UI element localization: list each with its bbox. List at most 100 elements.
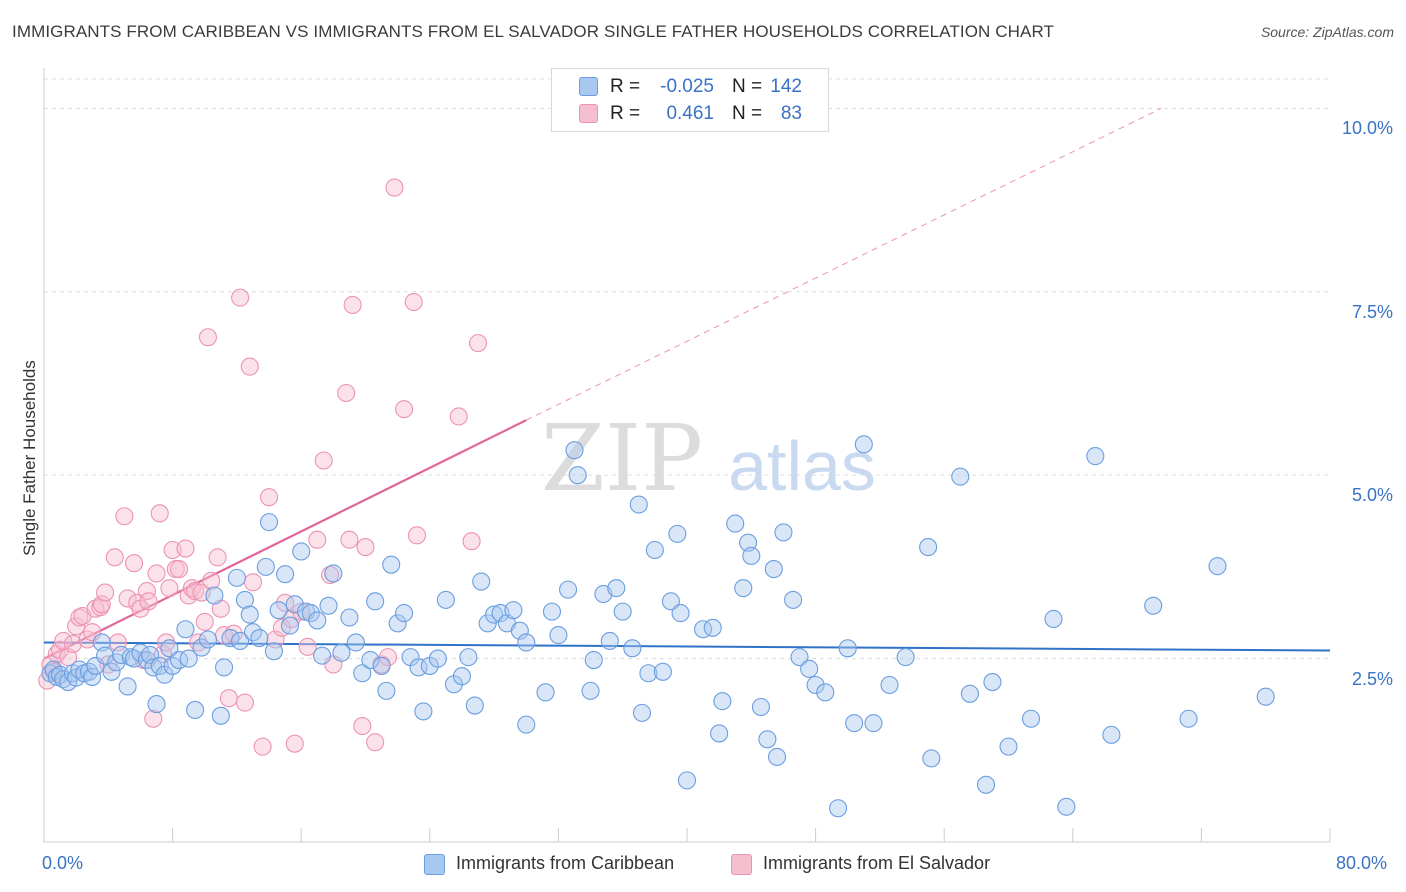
data-point-el-salvador [385, 178, 404, 197]
trend-line-el-salvador-extended [526, 107, 1162, 421]
data-point-caribbean [767, 747, 787, 766]
legend-r-value: -0.025 [660, 76, 714, 97]
data-point-el-salvador [160, 579, 179, 598]
data-point-caribbean [600, 631, 619, 651]
data-point-el-salvador [314, 451, 333, 470]
data-point-caribbean [607, 579, 626, 598]
data-point-caribbean [179, 649, 198, 668]
data-point-caribbean [235, 590, 254, 609]
data-point-caribbean [838, 639, 857, 658]
data-point-caribbean [259, 513, 279, 532]
legend-swatch-pink [731, 854, 752, 875]
data-point-el-salvador [96, 583, 115, 602]
y-tick-label: 2.5% [1351, 668, 1393, 689]
y-tick-label: 10.0% [1341, 118, 1393, 139]
data-point-caribbean [169, 651, 189, 670]
axes [43, 68, 1331, 843]
data-point-caribbean [472, 572, 491, 591]
data-point-el-salvador [462, 532, 481, 551]
data-point-caribbean [751, 697, 770, 717]
x-tick-label-min: 0.0% [42, 853, 84, 873]
data-point-caribbean [668, 524, 687, 543]
data-point-caribbean [645, 540, 664, 560]
y-tick-label: 5.0% [1351, 485, 1393, 506]
data-point-el-salvador [235, 693, 254, 712]
data-point-el-salvador [105, 548, 124, 567]
data-point-caribbean [308, 611, 327, 630]
data-point-el-salvador [395, 400, 414, 419]
data-point-caribbean [632, 703, 652, 722]
y-tick-label: 7.5% [1351, 301, 1393, 322]
data-point-el-salvador [63, 634, 82, 653]
data-point-caribbean [459, 648, 478, 667]
data-point-caribbean [671, 604, 690, 623]
data-point-caribbean [96, 646, 115, 665]
legend-swatch-blue [579, 77, 598, 96]
data-point-caribbean [790, 648, 809, 667]
data-point-caribbean [465, 696, 484, 715]
data-point-caribbean [1102, 725, 1121, 744]
data-point-caribbean [517, 633, 536, 652]
data-point-el-salvador [91, 598, 110, 617]
data-point-el-salvador [147, 564, 166, 583]
series-legend: Immigrants from Caribbean Immigrants fro… [0, 851, 1406, 877]
series-el-salvador [38, 178, 488, 756]
data-point-caribbean [806, 675, 825, 695]
data-point-caribbean [758, 730, 777, 749]
legend-r-label: R = [610, 103, 641, 124]
data-point-caribbean [211, 706, 230, 725]
data-point-el-salvador [266, 630, 285, 649]
data-point-caribbean [880, 675, 899, 695]
data-point-caribbean [896, 648, 915, 667]
data-point-caribbean [227, 568, 246, 587]
data-point-caribbean [1179, 709, 1198, 728]
data-point-caribbean [784, 590, 803, 609]
data-point-caribbean [864, 714, 883, 733]
data-point-el-salvador [202, 571, 221, 590]
data-point-caribbean [661, 592, 680, 611]
data-point-caribbean [1057, 797, 1076, 816]
data-point-el-salvador [298, 637, 317, 656]
data-point-el-salvador [240, 357, 259, 376]
data-point-caribbean [150, 656, 169, 675]
data-point-caribbean [285, 595, 304, 614]
trend-lines [43, 107, 1331, 660]
data-point-caribbean [999, 737, 1018, 756]
data-point-el-salvador [353, 717, 372, 736]
data-point-caribbean [280, 616, 299, 635]
data-point-caribbean [951, 467, 970, 486]
data-point-el-salvador [292, 602, 311, 621]
trend-line-el-salvador [43, 419, 527, 660]
data-point-el-salvador [356, 538, 375, 557]
data-point-caribbean [250, 628, 269, 648]
data-point-caribbean [332, 643, 351, 662]
legend-row-caribbean: R = -0.025 N = 142 [552, 73, 828, 99]
source-label: Source: ZipAtlas.com [1260, 24, 1394, 40]
data-point-el-salvador [308, 530, 327, 549]
data-point-caribbean [147, 695, 166, 714]
data-point-caribbean [581, 681, 600, 700]
data-point-caribbean [186, 700, 205, 719]
data-point-caribbean [710, 724, 729, 743]
data-point-caribbean [976, 775, 996, 794]
data-point-caribbean [734, 579, 753, 598]
data-point-caribbean [83, 667, 102, 686]
data-point-caribbean [653, 662, 672, 681]
data-point-caribbean [677, 771, 697, 790]
data-point-caribbean [231, 631, 250, 651]
data-point-el-salvador [253, 737, 272, 756]
data-point-el-salvador [231, 288, 250, 307]
data-point-el-salvador [337, 383, 356, 403]
legend-n-label: N = [732, 103, 763, 124]
data-point-caribbean [102, 662, 121, 681]
legend-n-value: 142 [770, 76, 802, 97]
data-point-el-salvador [343, 295, 362, 315]
data-point-el-salvador [340, 530, 359, 549]
data-point-el-salvador [169, 560, 189, 579]
data-point-el-salvador [150, 504, 169, 523]
data-point-caribbean [629, 495, 648, 514]
data-point-el-salvador [366, 733, 385, 752]
data-point-el-salvador [70, 608, 89, 627]
data-point-caribbean [845, 714, 864, 733]
